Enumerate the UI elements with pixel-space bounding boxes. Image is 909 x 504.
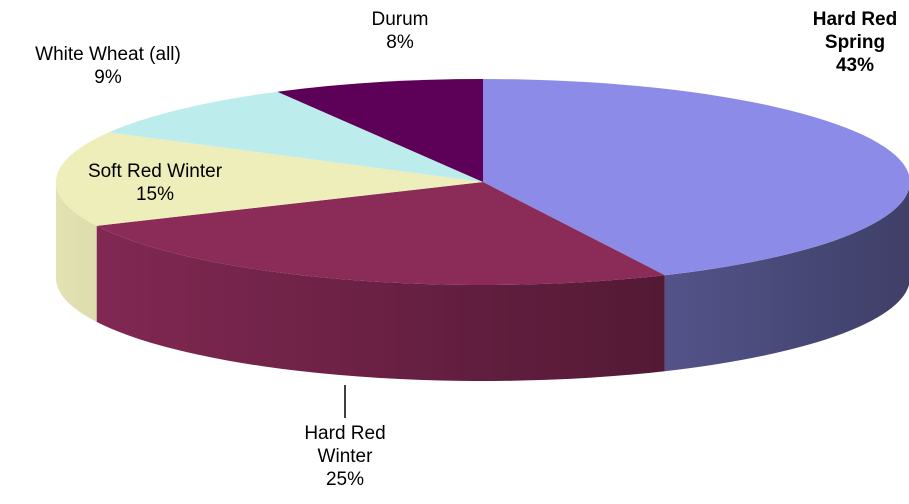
pie-slice (277, 79, 483, 182)
slice-label: Durum 8% (340, 8, 460, 54)
pie-side (96, 225, 665, 381)
value-label: 43% (835, 55, 875, 76)
pie-side (664, 188, 909, 372)
pie-side (56, 182, 97, 322)
slice-label: Hard Red Winter 25% (295, 422, 395, 491)
pie-slice (56, 132, 483, 226)
category-name: Hard Red Winter (304, 423, 386, 467)
pie-slice (108, 91, 483, 182)
category-name: White Wheat (all) (35, 44, 181, 65)
pie-slice (96, 182, 665, 285)
value-label: 9% (94, 67, 122, 88)
pie-slice (483, 79, 909, 276)
value-label: 8% (386, 32, 414, 53)
category-name: Hard Red Spring (812, 9, 898, 53)
category-name: Soft Red Winter (87, 161, 223, 182)
value-label: 25% (325, 469, 365, 490)
slice-label: White Wheat (all) 9% (0, 43, 218, 89)
slice-label: Soft Red Winter 15% (45, 160, 265, 206)
value-label: 15% (135, 184, 175, 205)
category-name: Durum (371, 9, 429, 30)
slice-label: Hard Red Spring 43% (805, 8, 905, 77)
